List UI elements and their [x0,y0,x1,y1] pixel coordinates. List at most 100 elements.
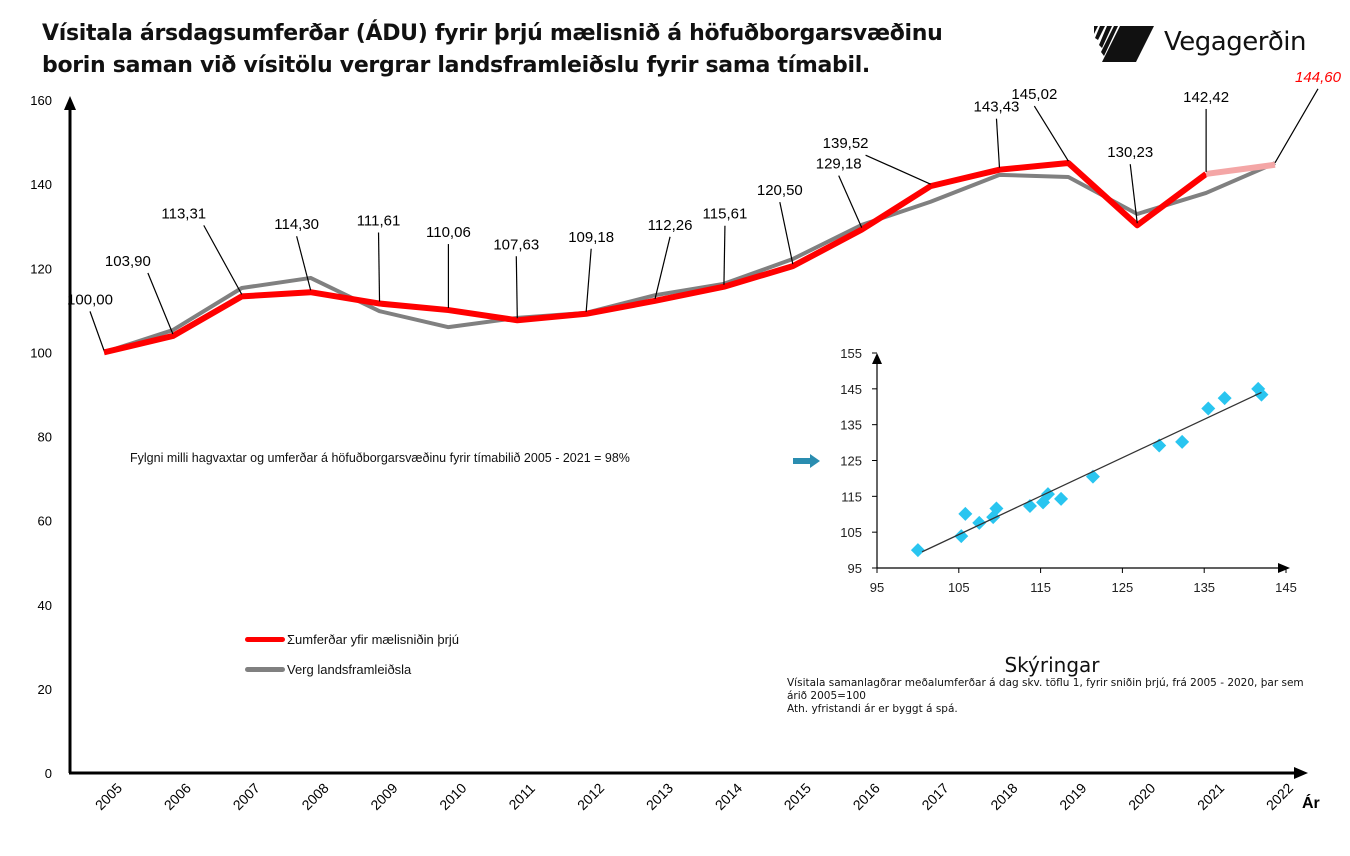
x-tick-label: 2008 [298,780,331,813]
y-tick-label: 40 [38,598,52,613]
y-axis-ticks: 0 20 40 60 80 100 120 140 160 [30,93,52,781]
scatter-point [1254,387,1269,402]
data-labels: 100,00 103,90 113,31 114,30 111,61 110,06 107,… [67,69,1342,351]
y-tick-label: 20 [38,682,52,697]
x-axis-ticks: 2005 2006 2007 2008 2009 2010 2011 2012 2013 2014… [92,780,1296,813]
label-leader-line [995,118,1001,168]
label-leader-line [865,154,931,185]
y-axis-arrow-icon [64,96,76,110]
legend-label-gdp: Verg landsframleiðsla [287,661,412,677]
legend-label-traffic: Σumferðar yfir mælisniðin þrjú [287,631,460,647]
label-leader-line [89,311,105,351]
y-tick-label: 100 [30,345,52,360]
scatter-point [1175,434,1190,449]
scatter-y-tick-label: 115 [841,489,862,504]
data-label: 120,50 [757,182,803,199]
legend-swatch-gdp [245,666,285,672]
vegagerdin-logo: Vegagerðin [1092,22,1307,62]
scatter-y-tick-label: 105 [840,525,862,540]
scatter-x-tick-label: 145 [1275,580,1297,595]
scatter-x-tick-label: 135 [1193,580,1215,595]
x-tick-label: 2009 [367,780,400,813]
data-label: 129,18 [816,156,862,173]
data-label: 113,31 [161,205,206,222]
label-leader-line [296,236,312,291]
series-gdp [103,161,1276,355]
scatter-points [910,381,1269,558]
x-tick-label: 2021 [1194,780,1227,813]
scatter-y-tick-label: 155 [840,346,862,361]
explanation-title: Skýringar [1004,653,1100,677]
x-tick-label: 2006 [161,780,194,813]
traffic-line [103,160,1208,356]
data-label: 112,26 [648,217,693,234]
x-tick-label: 2005 [92,780,125,813]
data-label: 143,43 [974,99,1020,116]
traffic-forecast-segment [1205,161,1276,177]
scatter-y-tick-label: 95 [848,561,862,576]
label-leader-line [1129,164,1138,224]
scatter-point [1201,401,1216,416]
scatter-y-tick-label: 135 [840,418,862,433]
x-tick-label: 2022 [1263,780,1296,813]
legend: Σumferðar yfir mælisniðin þrjú Verg land… [245,624,459,684]
x-tick-label: 2019 [1056,780,1089,813]
legend-swatch-traffic [245,636,285,642]
scatter-point [910,543,925,558]
data-label: 145,02 [1011,86,1057,103]
legend-item-traffic: Σumferðar yfir mælisniðin þrjú [245,624,459,654]
data-label: 107,63 [493,236,539,253]
scatter-x-ticks: 95 105 115 125 135 145 [870,568,1297,595]
label-leader-line [779,202,794,265]
legend-item-gdp: Verg landsframleiðsla [245,654,459,684]
label-leader-line [838,175,863,228]
scatter-x-tick-label: 105 [948,580,970,595]
x-tick-label: 2017 [918,780,951,813]
data-label: 114,30 [274,216,319,233]
scatter-point [1251,381,1266,396]
y-tick-label: 60 [38,514,52,529]
x-tick-label: 2012 [574,780,607,813]
x-tick-label: 2016 [849,780,882,813]
label-leader-line [654,236,671,299]
x-tick-label: 2013 [643,780,676,813]
data-label: 111,61 [357,213,401,230]
x-tick-label: 2020 [1125,780,1158,813]
data-label: 144,60 [1295,69,1342,86]
label-leader-line [585,248,592,312]
label-leader-line [203,225,243,295]
logo-text: Vegagerðin [1164,27,1307,57]
series-traffic [103,160,1276,356]
x-tick-label: 2010 [436,780,469,813]
scatter-point [1040,487,1055,502]
logo-stripes-icon [1094,26,1154,62]
chart-title: Vísitala ársdagsumferðar (ÁDU) fyrir þrj… [42,18,943,82]
pointer-arrow-icon [793,454,820,468]
title-line-2: borin saman við vísitölu vergrar landsfr… [42,53,870,78]
explanation-body: Vísitala samanlagðrar meðalumferðar á da… [787,677,1304,715]
scatter-x-arrow-icon [1278,563,1290,573]
data-label: 109,18 [568,229,614,246]
data-label: 130,23 [1107,144,1153,161]
explanation-box: Skýringar Vísitala samanlagðrar meðalumf… [787,653,1307,716]
x-axis-arrow-icon [1294,767,1308,779]
scatter-point [1217,391,1232,406]
scatter-y-ticks: 95 105 115 125 135 145 155 [840,346,877,576]
scatter-x-tick-label: 125 [1112,580,1134,595]
x-axis-label: Ár [1302,793,1320,812]
scatter-point [989,501,1004,516]
scatter-y-tick-label: 125 [840,454,862,469]
scatter-point [958,506,973,521]
scatter-y-tick-label: 145 [840,382,862,397]
y-tick-label: 140 [30,177,52,192]
data-label: 110,06 [426,224,471,241]
y-tick-label: 0 [45,766,52,781]
y-tick-label: 120 [30,261,52,276]
x-tick-label: 2015 [781,780,814,813]
scatter-y-arrow-icon [872,353,882,364]
scatter-point [1054,491,1069,506]
title-line-1: Vísitala ársdagsumferðar (ÁDU) fyrir þrj… [42,21,943,46]
x-tick-label: 2007 [230,780,263,813]
scatter-point [954,529,969,544]
